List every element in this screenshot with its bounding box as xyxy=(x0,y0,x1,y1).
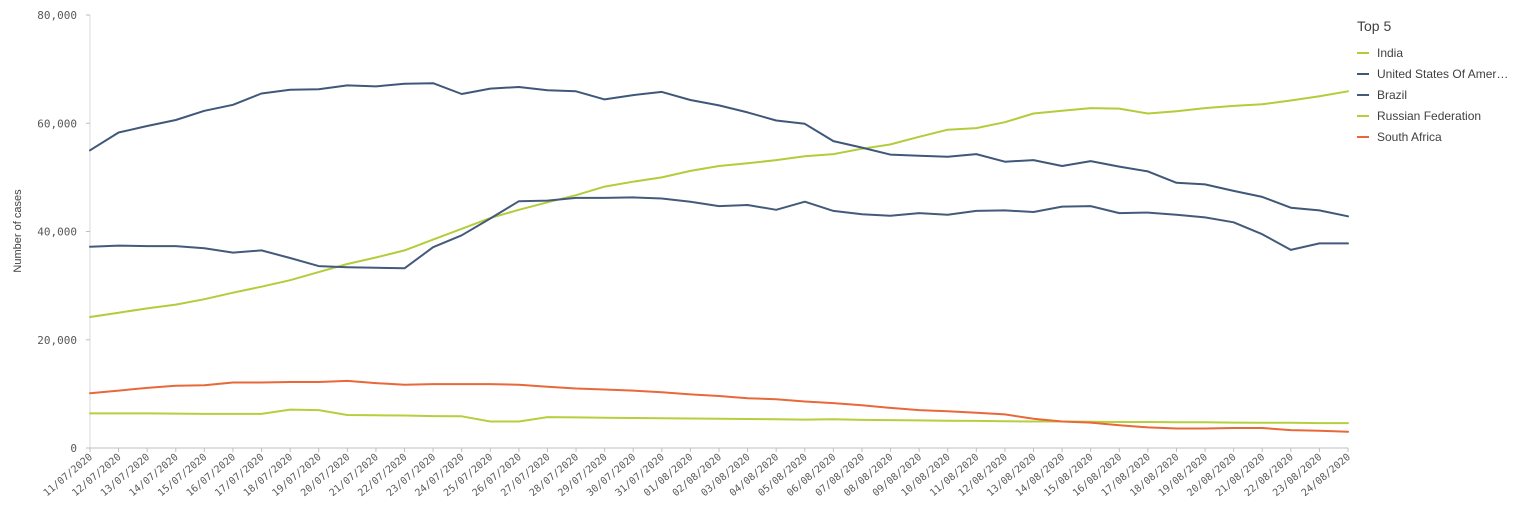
y-tick-label: 80,000 xyxy=(37,9,77,22)
legend-swatch-brazil xyxy=(1357,93,1369,96)
series-line-united-states-of-america[interactable] xyxy=(89,82,1349,218)
legend-title: Top 5 xyxy=(1357,18,1392,34)
y-axis-label: Number of cases xyxy=(12,189,24,273)
legend-label-russia: Russian Federation xyxy=(1377,108,1482,123)
legend-item-usa[interactable]: United States Of Amer… xyxy=(1357,63,1517,84)
legend: Top 5 India United States Of Amer… Brazi… xyxy=(1357,18,1517,147)
legend-label-india: India xyxy=(1377,45,1404,60)
legend-swatch-usa xyxy=(1357,72,1369,75)
legend-item-south-africa[interactable]: South Africa xyxy=(1357,126,1517,147)
y-tick-label: 40,000 xyxy=(37,226,77,239)
y-axis: 0 20,000 40,000 60,000 80,000 xyxy=(37,9,91,455)
y-tick-label: 20,000 xyxy=(37,334,77,347)
legend-label-south-africa: South Africa xyxy=(1377,129,1442,144)
legend-label-usa: United States Of Amer… xyxy=(1377,66,1509,81)
y-tick-label: 60,000 xyxy=(37,117,77,130)
series-line-brazil[interactable] xyxy=(89,196,1349,270)
legend-swatch-russia xyxy=(1357,114,1369,117)
series-line-south-africa[interactable] xyxy=(89,379,1349,433)
legend-swatch-india xyxy=(1357,51,1369,54)
x-axis: 11/07/202012/07/202013/07/202014/07/2020… xyxy=(42,447,1353,499)
legend-swatch-south-africa xyxy=(1357,135,1369,138)
y-tick-label: 0 xyxy=(70,442,77,455)
series-line-russian-federation[interactable] xyxy=(89,408,1349,425)
series-layer xyxy=(89,82,1349,433)
legend-item-india[interactable]: India xyxy=(1357,42,1517,63)
legend-items: India United States Of Amer… Brazil Russ… xyxy=(1357,42,1517,147)
series-line-india[interactable] xyxy=(89,90,1349,318)
legend-label-brazil: Brazil xyxy=(1377,87,1408,102)
legend-item-brazil[interactable]: Brazil xyxy=(1357,84,1517,105)
legend-item-russia[interactable]: Russian Federation xyxy=(1357,105,1517,126)
